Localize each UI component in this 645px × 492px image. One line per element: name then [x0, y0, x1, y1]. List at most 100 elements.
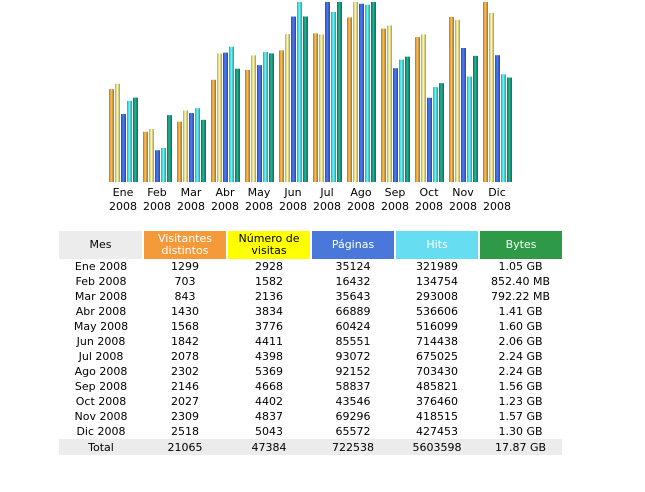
bar-jul-hits	[331, 11, 336, 182]
cell-bytes: 2.06 GB	[498, 335, 543, 348]
header-visitantes-distintos: Visitantes distintos	[143, 231, 228, 259]
cell-mes: Sep 2008	[74, 380, 128, 393]
cell-mes: Mar 2008	[74, 290, 128, 303]
month-label-name: Ene	[112, 186, 134, 199]
bar-may-visitantes	[245, 69, 250, 182]
cell-visitantes: 2302	[171, 365, 199, 378]
bar-abr-visitas	[217, 53, 222, 182]
bar-dic-visitas	[489, 12, 494, 182]
cell-visitas: 1582	[255, 275, 283, 288]
table-row: Abr 2008 1430 3834 66889 536606 1.41 GB	[59, 304, 562, 319]
cell-visitantes: 2146	[171, 380, 199, 393]
bar-oct-visitas	[421, 34, 426, 182]
cell-paginas: 93072	[335, 350, 371, 363]
cell-bytes: 1.60 GB	[498, 320, 543, 333]
bar-mar-hits	[195, 108, 200, 182]
bar-abr-bytes	[235, 68, 240, 182]
cell-visitas: 4398	[255, 350, 283, 363]
bar-nov-visitantes	[449, 16, 454, 182]
monthly-bar-chart	[109, 2, 512, 183]
bar-oct-visitantes	[415, 37, 420, 182]
bar-ago-visitantes	[347, 17, 352, 182]
total-bytes: 17.87 GB	[479, 439, 562, 455]
cell-bytes: 2.24 GB	[498, 350, 543, 363]
bar-feb-paginas	[155, 150, 160, 182]
cell-hits: 134754	[416, 275, 458, 288]
month-label-year: 2008	[449, 200, 477, 213]
cell-paginas: 43546	[335, 395, 371, 408]
cell-bytes: 1.41 GB	[498, 305, 543, 318]
total-mes: Total	[59, 439, 143, 455]
month-label: Feb 2008	[138, 186, 176, 214]
cell-bytes: 1.30 GB	[498, 425, 543, 438]
cell-visitantes: 1842	[171, 335, 199, 348]
cell-visitas: 2928	[255, 260, 283, 273]
table-header-row: Mes Visitantes distintos Número de visit…	[59, 231, 562, 259]
table-row: Oct 2008 2027 4402 43546 376460 1.23 GB	[59, 394, 562, 409]
cell-bytes: 1.05 GB	[498, 260, 543, 273]
table-row: May 2008 1568 3776 60424 516099 1.60 GB	[59, 319, 562, 334]
cell-hits: 675025	[416, 350, 458, 363]
month-label: Sep 2008	[376, 186, 414, 214]
cell-visitantes: 1299	[171, 260, 199, 273]
cell-mes: Ago 2008	[74, 365, 128, 378]
cell-visitas: 4411	[255, 335, 283, 348]
table-row: Jun 2008 1842 4411 85551 714438 2.06 GB	[59, 334, 562, 349]
month-label-name: Jun	[284, 186, 302, 199]
cell-hits: 418515	[416, 410, 458, 423]
bar-ene-visitantes	[109, 89, 114, 182]
month-label: Nov 2008	[444, 186, 482, 214]
month-label-year: 2008	[483, 200, 511, 213]
month-label: Jul 2008	[308, 186, 346, 214]
table-row: Ago 2008 2302 5369 92152 703430 2.24 GB	[59, 364, 562, 379]
bar-feb-hits	[161, 148, 166, 182]
bar-oct-hits	[433, 87, 438, 182]
cell-hits: 427453	[416, 425, 458, 438]
cell-mes: May 2008	[73, 320, 129, 333]
month-label-year: 2008	[245, 200, 273, 213]
cell-visitantes: 1568	[171, 320, 199, 333]
bar-abr-paginas	[223, 52, 228, 182]
bar-may-hits	[263, 51, 268, 182]
month-label: Ago 2008	[342, 186, 380, 214]
bar-mar-paginas	[189, 113, 194, 182]
month-label-year: 2008	[109, 200, 137, 213]
total-visitantes: 21065	[143, 439, 227, 455]
header-numero-visitas: Número de visitas	[227, 231, 312, 259]
cell-visitantes: 2078	[171, 350, 199, 363]
cell-visitas: 4668	[255, 380, 283, 393]
bar-nov-visitas	[455, 19, 460, 182]
cell-paginas: 65572	[335, 425, 371, 438]
bar-ago-paginas	[359, 3, 364, 183]
bar-ene-bytes	[133, 97, 138, 182]
cell-mes: Oct 2008	[75, 395, 127, 408]
cell-visitantes: 843	[174, 290, 196, 303]
bar-may-visitas	[251, 55, 256, 182]
cell-paginas: 85551	[335, 335, 371, 348]
bar-nov-bytes	[473, 55, 478, 182]
month-label-year: 2008	[381, 200, 409, 213]
month-label-name: Feb	[147, 186, 167, 199]
month-label-name: Nov	[452, 186, 474, 199]
table-total-row: Total 21065 47384 722538 5603598 17.87 GB	[59, 439, 562, 455]
cell-visitas: 3834	[255, 305, 283, 318]
table-row: Nov 2008 2309 4837 69296 418515 1.57 GB	[59, 409, 562, 424]
bar-jun-visitas	[285, 34, 290, 183]
month-label-name: Jul	[320, 186, 334, 199]
cell-hits: 516099	[416, 320, 458, 333]
bar-jul-bytes	[337, 2, 342, 182]
bar-nov-hits	[467, 76, 472, 182]
cell-bytes: 792.22 MB	[490, 290, 551, 303]
month-label-year: 2008	[347, 200, 375, 213]
month-label: Jun 2008	[274, 186, 312, 214]
bar-ago-bytes	[371, 2, 376, 182]
monthly-stats-table: Mes Visitantes distintos Número de visit…	[59, 231, 562, 455]
month-label-year: 2008	[177, 200, 205, 213]
header-bytes: Bytes	[479, 231, 562, 259]
bar-dic-bytes	[507, 77, 512, 182]
cell-bytes: 1.57 GB	[498, 410, 543, 423]
cell-bytes: 1.56 GB	[498, 380, 543, 393]
cell-hits: 703430	[416, 365, 458, 378]
table-row: Feb 2008 703 1582 16432 134754 852.40 MB	[59, 274, 562, 289]
bar-ene-hits	[127, 100, 132, 182]
